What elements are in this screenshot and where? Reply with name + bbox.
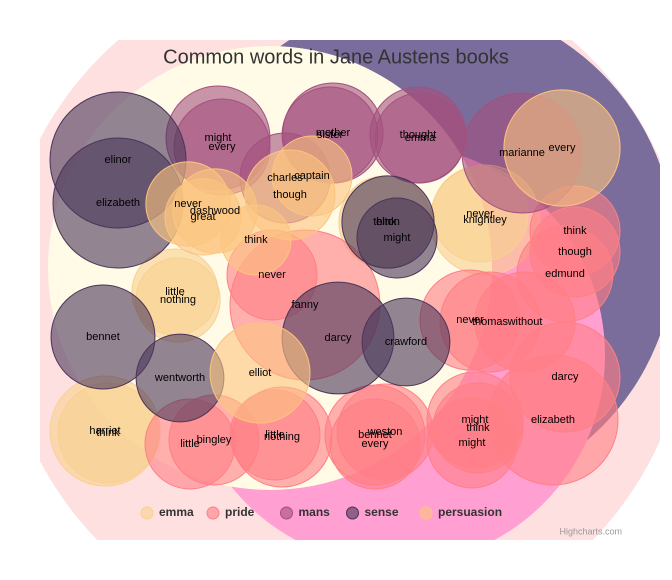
bubble-label: think [563,225,587,237]
legend-label[interactable]: persuasion [438,505,502,519]
bubble-label: mother [316,127,351,139]
bubble-label: great [190,211,215,223]
bubble-label: elizabeth [96,197,140,209]
bubble-label: wentworth [154,372,205,384]
bubble-label: captain [294,170,329,182]
legend-label[interactable]: emma [159,505,194,519]
bubble-label: elliot [249,367,272,379]
legend: emma pride mans sense persuasion [140,505,502,520]
bubble-label: without [507,316,543,328]
bubble-label: never [258,269,286,281]
bubble-label: darcy [552,371,579,383]
bubble-label: think [244,234,268,246]
bubble-label: little [265,429,285,441]
legend-label[interactable]: mans [299,505,331,519]
bubble-label: crawford [385,336,427,348]
bubble-label: nothing [160,294,196,306]
bubble [361,297,451,387]
bubble [329,398,421,490]
bubble-label: charles [267,172,303,184]
bubble-label: elton [376,216,400,228]
bubble-label: weston [367,426,403,438]
bubble-label: fanny [292,299,319,311]
bubble-label: bennet [86,331,120,343]
bubble-label: harriet [89,425,120,437]
bubble-label: might [459,437,486,449]
bubble-label: think [373,216,397,228]
bubble [503,89,621,207]
bubble-label: nothing [264,431,300,443]
bubble-label: though [558,246,592,258]
bubble [50,284,156,390]
bubble-label: elinor [105,154,132,166]
bubble-label: never [456,314,484,326]
bubble-label: every [549,142,576,154]
bubble-label: knightley [463,214,507,226]
bubble-label: think [466,422,490,434]
bubble [209,322,311,424]
bubble-label: every [362,438,389,450]
bubble-label: marianne [499,147,545,159]
legend-symbol[interactable] [280,506,293,520]
bubble-label: sister [317,129,344,141]
bubble-label: edmund [545,268,585,280]
bubble-label: thought [400,129,437,141]
bubble-label: elizabeth [531,414,575,426]
chart-title: Common words in Jane Austens books [163,46,509,68]
bubble-label: bingley [197,434,232,446]
legend-symbol[interactable] [419,506,433,520]
bubble-label: little [180,438,200,450]
bubble-label: dashwood [190,205,240,217]
bubble-label: though [273,189,307,201]
credits[interactable]: Highcharts.com [559,526,622,536]
legend-symbol[interactable] [140,506,154,520]
bubble [487,354,619,486]
bubble-label: never [174,198,202,210]
bubble-label: thomas [472,316,509,328]
bubble-label: never [466,208,494,220]
bubble-label: think [96,427,120,439]
bubble-label: emma [405,132,436,144]
legend-symbol[interactable] [346,506,359,520]
legend-symbol[interactable] [206,506,220,520]
bubble [220,204,292,276]
bubble-label: might [384,232,411,244]
legend-label[interactable]: sense [365,505,399,519]
bubble-label: bennet [358,429,392,441]
bubbles [49,82,621,490]
bubble-label: might [462,414,489,426]
labels: knightleyneverlittlenothingharrietthinkt… [86,127,592,450]
bubble-label: little [165,286,185,298]
bubble-label: darcy [325,332,352,344]
bubble-label: might [205,132,232,144]
legend-label[interactable]: pride [225,505,255,519]
bubble-label: every [209,141,236,153]
bubble [356,197,438,279]
